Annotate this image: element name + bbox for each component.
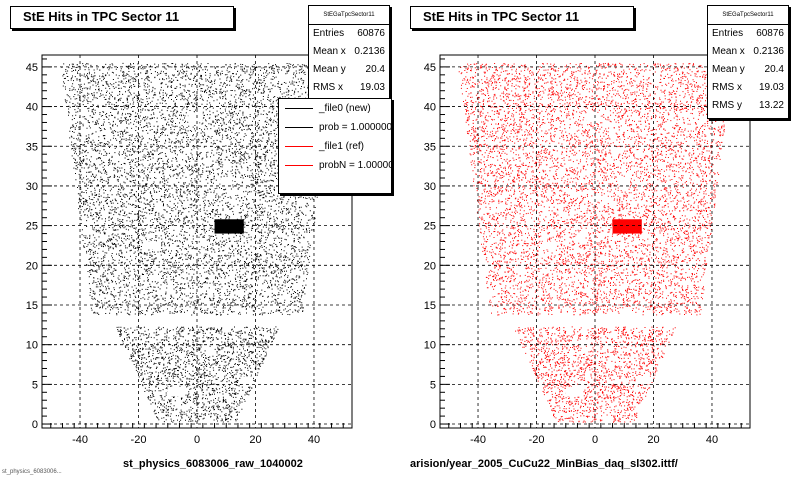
x-tick-label: -40 bbox=[72, 434, 88, 446]
dead-pad bbox=[638, 376, 651, 385]
y-tick-label: 20 bbox=[424, 260, 436, 272]
y-tick-label: 15 bbox=[424, 300, 436, 312]
y-tick-label: 40 bbox=[26, 102, 38, 114]
dead-pad bbox=[220, 178, 233, 186]
left-stats-value-1: 0.2136 bbox=[354, 46, 385, 57]
y-tick-label: 40 bbox=[424, 102, 436, 114]
y-tick-label: 25 bbox=[26, 221, 38, 233]
legend-entry-file1: _file1 (ref) bbox=[279, 137, 391, 156]
left-stats-value-2: 20.4 bbox=[365, 64, 385, 75]
y-tick-label: 10 bbox=[26, 340, 38, 352]
x-tick-label: -20 bbox=[529, 434, 545, 446]
left-stats-row: Entries 60876 bbox=[309, 25, 389, 43]
legend-line-probn bbox=[285, 165, 313, 166]
left-legend-box: _file0 (new) prob = 1.000000 _file1 (ref… bbox=[278, 98, 392, 194]
dead-pad bbox=[565, 386, 584, 397]
y-tick-label: 45 bbox=[26, 62, 38, 74]
y-tick-label: 25 bbox=[424, 221, 436, 233]
right-stats-value-4: 13.22 bbox=[758, 100, 784, 111]
y-tick-label: 0 bbox=[430, 419, 436, 431]
dead-pad bbox=[618, 178, 631, 186]
legend-label-prob: prob = 1.000000 bbox=[319, 122, 392, 133]
right-x-caption: arision/year_2005_CuCu22_MinBias_daq_sl3… bbox=[410, 458, 678, 470]
right-stats-label-1: Mean x bbox=[712, 46, 745, 57]
y-tick-label: 35 bbox=[26, 141, 38, 153]
right-stats-row: RMS y 13.22 bbox=[708, 97, 788, 115]
y-tick-label: 30 bbox=[26, 181, 38, 193]
legend-line-file0 bbox=[285, 108, 313, 109]
right-stats-name: StEGaTpcSector11 bbox=[708, 6, 788, 25]
y-tick-label: 0 bbox=[32, 419, 38, 431]
left-stats-label-2: Mean y bbox=[313, 64, 346, 75]
legend-label-file0: _file0 (new) bbox=[319, 103, 371, 114]
right-stats-row: Mean y 20.4 bbox=[708, 61, 788, 79]
legend-entry-prob: prob = 1.000000 bbox=[279, 118, 391, 137]
legend-entry-probn: probN = 1.000000 bbox=[279, 156, 391, 175]
legend-label-probn: probN = 1.000000 bbox=[319, 160, 392, 171]
right-stats-box: StEGaTpcSector11 Entries 60876 Mean x 0.… bbox=[707, 5, 789, 119]
x-tick-label: 20 bbox=[647, 434, 659, 446]
left-stats-label-3: RMS x bbox=[313, 82, 343, 93]
x-tick-label: 40 bbox=[706, 434, 718, 446]
left-stats-row: Mean x 0.2136 bbox=[309, 43, 389, 61]
legend-line-prob bbox=[285, 127, 313, 128]
y-tick-label: 35 bbox=[424, 141, 436, 153]
y-tick-label: 20 bbox=[26, 260, 38, 272]
left-stats-value-0: 60876 bbox=[357, 28, 385, 39]
dense-region bbox=[214, 219, 244, 234]
left-stats-box: StEGaTpcSector11 Entries 60876 Mean x 0.… bbox=[308, 5, 390, 101]
dead-pad bbox=[542, 241, 557, 250]
left-title-box: StE Hits in TPC Sector 11 bbox=[10, 6, 234, 29]
legend-label-file1: _file1 (ref) bbox=[319, 141, 365, 152]
left-title: StE Hits in TPC Sector 11 bbox=[23, 9, 180, 24]
dead-pad bbox=[167, 386, 186, 397]
right-title: StE Hits in TPC Sector 11 bbox=[423, 9, 580, 24]
left-stats-value-3: 19.03 bbox=[359, 82, 385, 93]
y-tick-label: 5 bbox=[430, 379, 436, 391]
x-tick-label: -20 bbox=[131, 434, 147, 446]
x-tick-label: 40 bbox=[308, 434, 320, 446]
x-tick-label: -40 bbox=[470, 434, 486, 446]
right-stats-label-4: RMS y bbox=[712, 100, 742, 111]
dense-region bbox=[612, 219, 642, 234]
y-tick-label: 5 bbox=[32, 379, 38, 391]
right-stats-row: Entries 60876 bbox=[708, 25, 788, 43]
right-stats-row: Mean x 0.2136 bbox=[708, 43, 788, 61]
hit-points bbox=[61, 62, 335, 423]
legend-entry-file0: _file0 (new) bbox=[279, 99, 391, 118]
y-tick-label: 45 bbox=[424, 62, 436, 74]
left-stats-label-1: Mean x bbox=[313, 46, 346, 57]
x-tick-label: 0 bbox=[592, 434, 598, 446]
dead-pad bbox=[240, 376, 253, 385]
dead-pad bbox=[586, 112, 601, 123]
right-stats-label-3: RMS x bbox=[712, 82, 742, 93]
right-stats-value-3: 19.03 bbox=[758, 82, 784, 93]
y-tick-label: 15 bbox=[26, 300, 38, 312]
dead-pad bbox=[144, 241, 159, 250]
legend-line-file1 bbox=[285, 146, 313, 147]
footer-note: st_physics_6083006... bbox=[2, 469, 62, 475]
x-tick-label: 0 bbox=[194, 434, 200, 446]
x-tick-label: 20 bbox=[249, 434, 261, 446]
left-stats-label-0: Entries bbox=[313, 28, 345, 39]
right-stats-row: RMS x 19.03 bbox=[708, 79, 788, 97]
right-stats-value-1: 0.2136 bbox=[753, 46, 784, 57]
left-x-caption: st_physics_6083006_raw_1040002 bbox=[123, 458, 303, 470]
right-stats-value-0: 60876 bbox=[756, 28, 784, 39]
left-stats-row: Mean y 20.4 bbox=[309, 61, 389, 79]
y-tick-label: 30 bbox=[424, 181, 436, 193]
left-stats-name: StEGaTpcSector11 bbox=[309, 6, 389, 25]
dead-pad bbox=[188, 112, 203, 123]
y-tick-label: 10 bbox=[424, 340, 436, 352]
left-stats-row: RMS x 19.03 bbox=[309, 79, 389, 97]
right-stats-label-2: Mean y bbox=[712, 64, 745, 75]
right-stats-label-0: Entries bbox=[712, 28, 744, 39]
right-stats-value-2: 20.4 bbox=[764, 64, 784, 75]
plot-area-1: -40 -20 0 20 40 0 5 10 15 20 25 30 35 40 45 bbox=[424, 54, 751, 446]
right-title-box: StE Hits in TPC Sector 11 bbox=[410, 6, 634, 29]
